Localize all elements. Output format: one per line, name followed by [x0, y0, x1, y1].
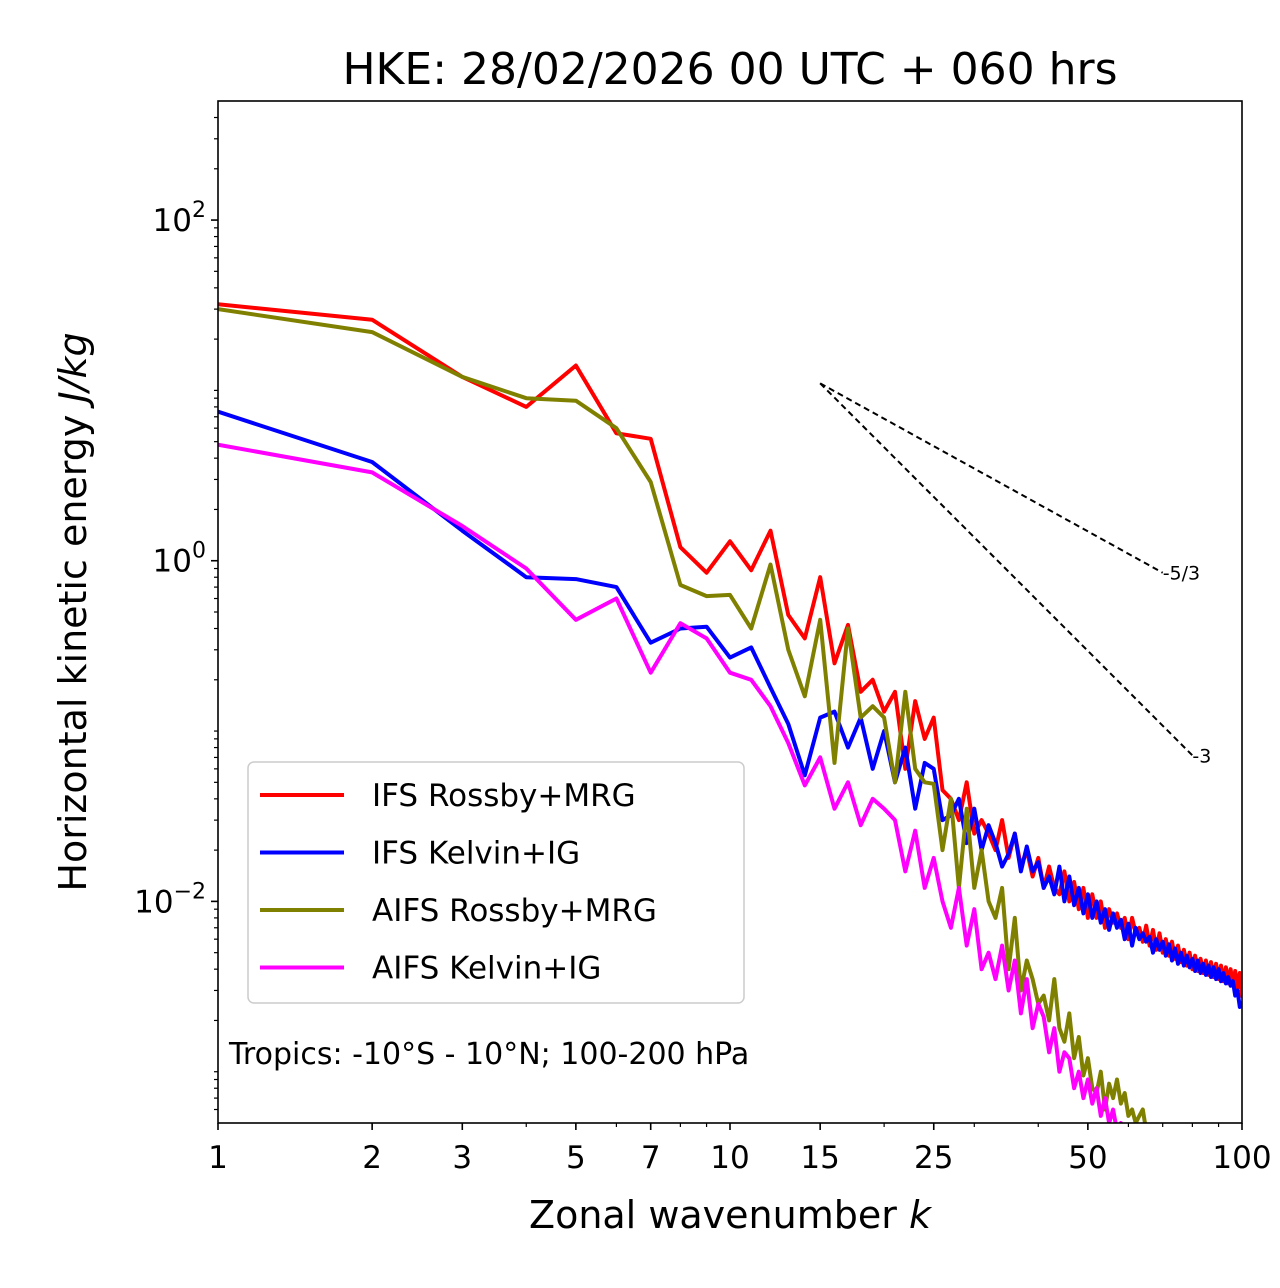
- x-axis-label: Zonal wavenumber k: [529, 1193, 933, 1237]
- legend-label-ifs-rossby-mrg: IFS Rossby+MRG: [372, 778, 636, 814]
- series-line-aifs-rossby-mrg: [218, 307, 1147, 1123]
- x-tick-label: 5: [566, 1140, 586, 1176]
- x-tick-label: 3: [452, 1140, 472, 1176]
- reference-slope-label-1: -5/3: [1163, 563, 1200, 585]
- x-tick-label: 1: [208, 1140, 228, 1176]
- y-tick-label: 102: [153, 198, 206, 239]
- x-tick-label: 7: [641, 1140, 661, 1176]
- x-tick-label: 25: [914, 1140, 953, 1176]
- legend-label-aifs-rossby-mrg: AIFS Rossby+MRG: [372, 893, 657, 929]
- series-layer: [218, 302, 1242, 1123]
- x-tick-label: 15: [800, 1140, 839, 1176]
- legend: IFS Rossby+MRG IFS Kelvin+IG AIFS Rossby+M…: [247, 761, 745, 1004]
- region-annotation: Tropics: -10°S - 10°N; 100-200 hPa: [228, 1037, 749, 1072]
- x-tick-label: 50: [1068, 1140, 1107, 1176]
- x-tick-label: 10: [710, 1140, 749, 1176]
- legend-label-ifs-kelvin-ig: IFS Kelvin+IG: [372, 836, 580, 872]
- y-tick-label: 100: [153, 539, 206, 580]
- x-tick-label: 100: [1212, 1140, 1271, 1176]
- chart-title: HKE: 28/02/2026 00 UTC + 060 hrs: [342, 44, 1117, 95]
- y-axis-label: Horizontal kinetic energy J/kg: [51, 332, 95, 891]
- reference-slope-line-1: [819, 382, 1164, 574]
- legend-label-aifs-kelvin-ig: AIFS Kelvin+IG: [372, 951, 601, 987]
- y-tick-label: 10−2: [134, 879, 206, 920]
- legend-box: [247, 761, 745, 1004]
- x-tick-label: 2: [362, 1140, 382, 1176]
- reference-slope-label-2: -3: [1192, 745, 1211, 767]
- axis-ticks: 1 2 3 5 7 10 15 25 50 100 102 100 10−2: [134, 116, 1272, 1176]
- series-line-aifs-kelvin-ig: [218, 442, 1123, 1123]
- series-line-ifs-kelvin-ig: [218, 409, 1242, 1009]
- reference-slope-line-2: [819, 382, 1194, 757]
- reference-slope-layer: -5/3 -3: [819, 382, 1211, 767]
